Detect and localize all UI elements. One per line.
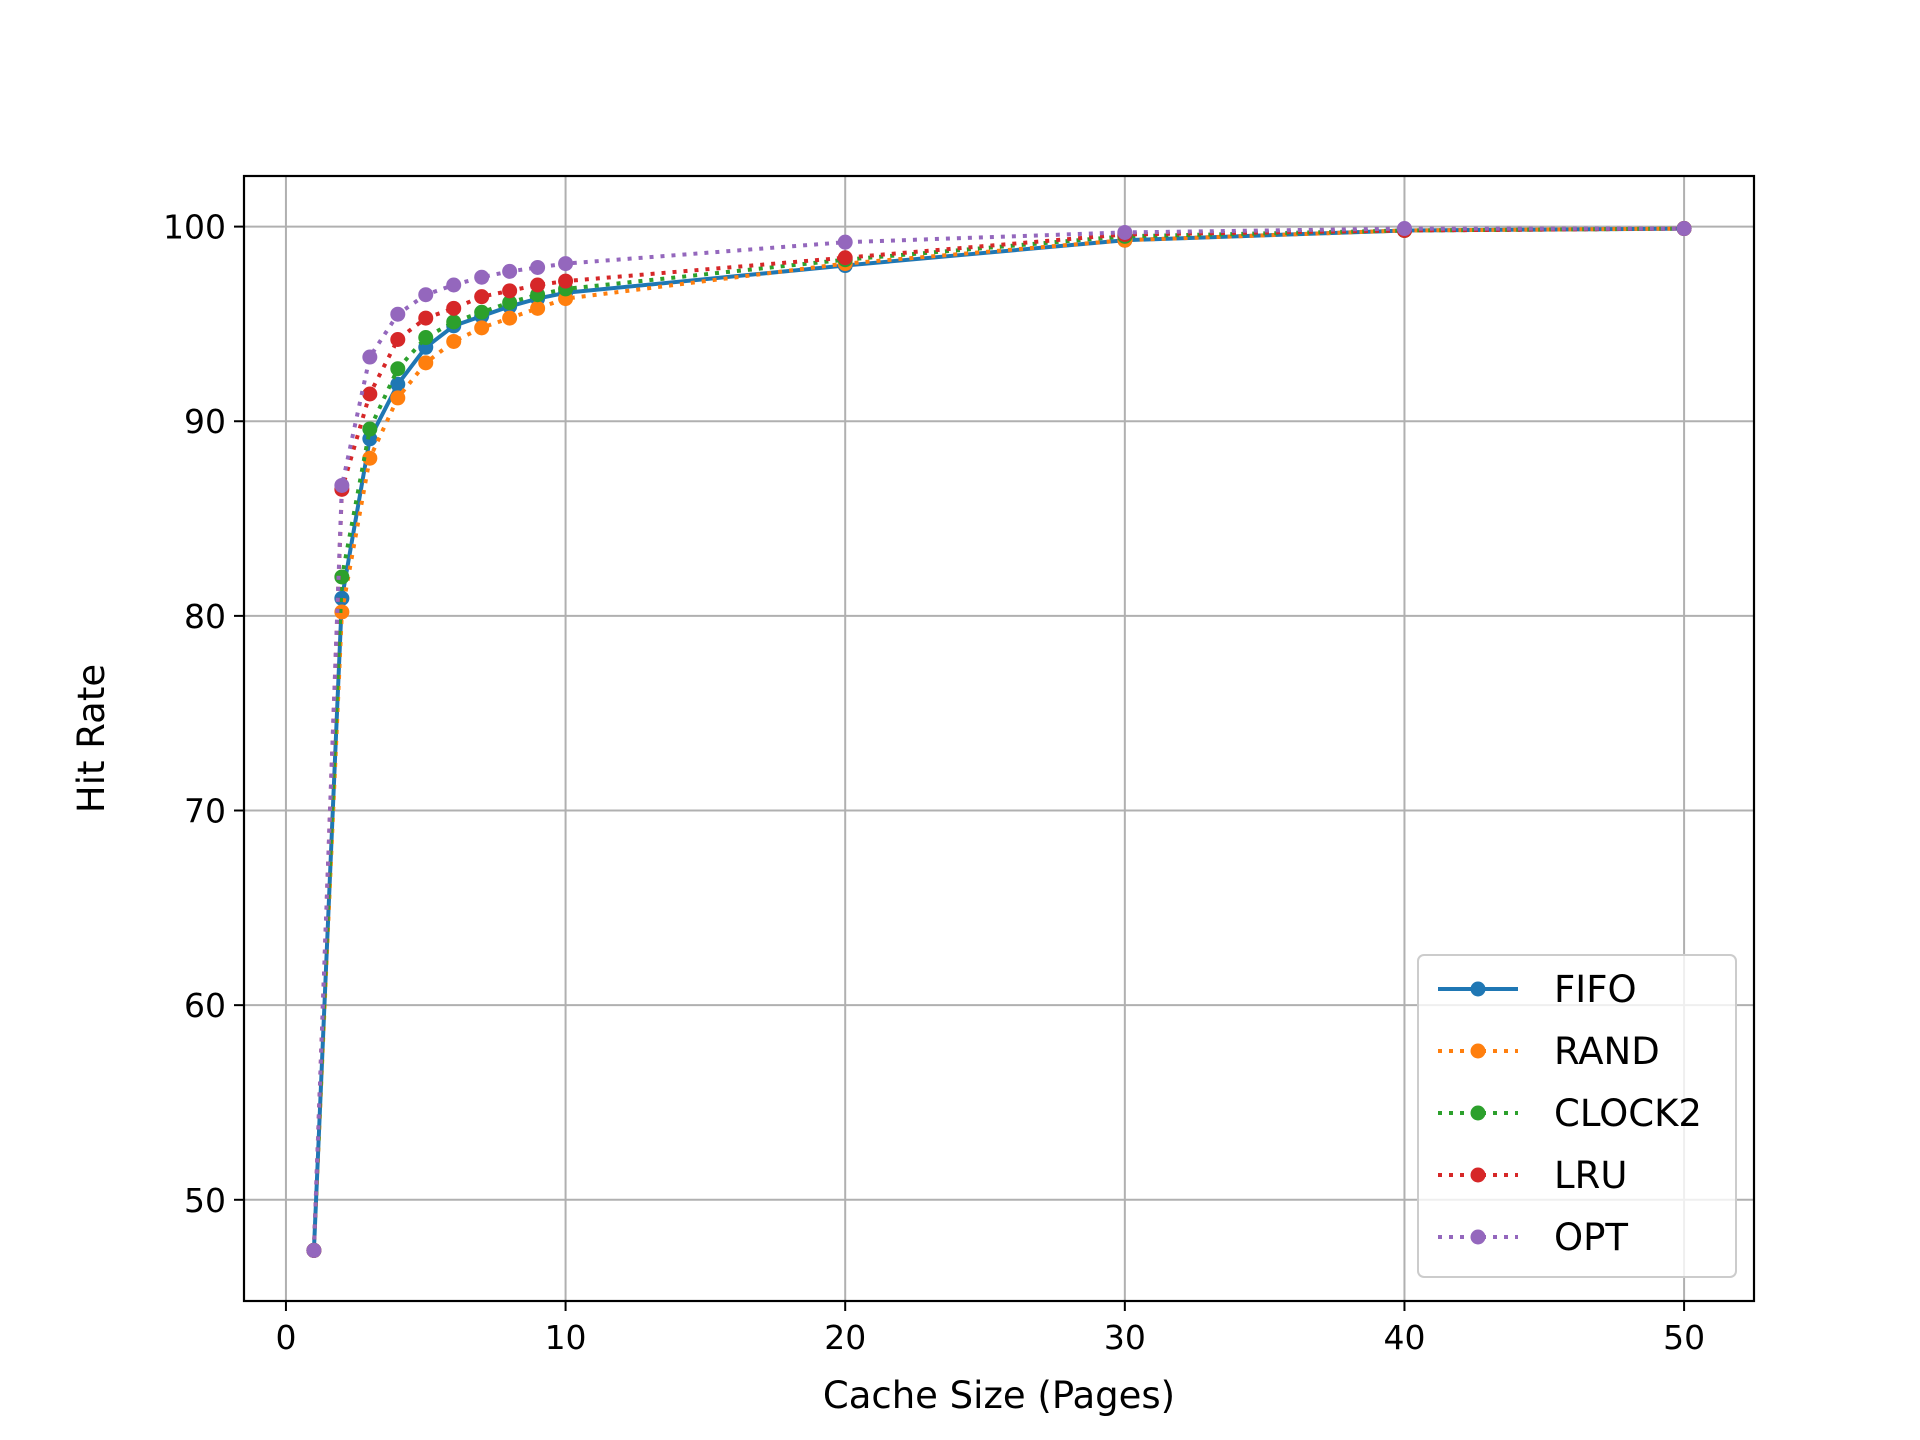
y-axis-label: Hit Rate [70,664,113,813]
legend-swatch-marker [1470,1229,1486,1245]
y-tick-label-3: 80 [184,597,226,636]
series-opt [306,221,1692,1258]
legend: FIFO RAND CLOCK2 LRU OPT [1417,954,1737,1278]
y-tick-label-0: 50 [184,1181,226,1220]
point-rand-7 [474,320,490,336]
series-line-lru [311,226,1685,1251]
legend-item-rand: RAND [1438,1030,1660,1073]
legend-item-clock2: CLOCK2 [1438,1092,1702,1135]
point-opt-5 [418,287,434,303]
legend-item-lru: LRU [1438,1154,1627,1197]
legend-item-fifo: FIFO [1438,968,1637,1011]
point-lru-9 [530,277,546,293]
point-rand-8 [502,310,518,326]
point-lru-10 [558,273,574,289]
plot-area-frame [242,174,1756,1303]
legend-label: LRU [1554,1154,1627,1197]
legend-swatch-marker [1470,1105,1486,1121]
point-clock2-7 [474,304,490,320]
series-line-rand [311,226,1685,1251]
point-opt-1 [306,1242,322,1258]
point-opt-40 [1396,221,1412,237]
point-opt-4 [390,306,406,322]
point-rand-6 [446,333,462,349]
point-opt-6 [446,277,462,293]
point-lru-3 [362,386,378,402]
y-tick-label-2: 70 [184,792,226,831]
axis-ticks: 0 10 20 30 40 50 50 60 70 80 90 100 [163,208,1705,1357]
x-axis-label: Cache Size (Pages) [823,1374,1175,1417]
series-line-clock2 [311,226,1685,1251]
legend-label: OPT [1554,1216,1628,1259]
point-lru-8 [502,283,518,299]
x-tick-label-1: 10 [545,1318,587,1357]
point-fifo-4 [390,376,406,392]
point-clock2-6 [446,314,462,330]
x-tick-label-4: 40 [1383,1318,1425,1357]
point-clock2-2 [334,569,350,585]
point-lru-6 [446,300,462,316]
point-opt-3 [362,349,378,365]
point-opt-9 [530,259,546,275]
plot-series [306,221,1692,1258]
point-rand-4 [390,390,406,406]
y-tick-label-4: 90 [184,402,226,441]
legend-box [1417,954,1737,1278]
point-lru-5 [418,310,434,326]
point-rand-5 [418,355,434,371]
grid [244,176,1754,1301]
y-tick-label-1: 60 [184,986,226,1025]
series-line-opt [311,226,1685,1251]
point-rand-3 [362,450,378,466]
point-lru-20 [837,250,853,266]
x-tick-label-3: 30 [1104,1318,1146,1357]
point-clock2-5 [418,330,434,346]
legend-swatch-marker [1470,981,1486,997]
point-opt-8 [502,263,518,279]
point-lru-7 [474,289,490,305]
point-opt-50 [1676,221,1692,237]
point-clock2-4 [390,361,406,377]
point-opt-10 [558,256,574,272]
legend-label: CLOCK2 [1554,1092,1702,1135]
point-clock2-3 [362,421,378,437]
point-opt-2 [334,477,350,493]
y-tick-label-5: 100 [163,208,226,247]
legend-item-opt: OPT [1438,1216,1628,1259]
x-tick-label-5: 50 [1663,1318,1705,1357]
point-opt-7 [474,269,490,285]
x-tick-label-2: 20 [824,1318,866,1357]
legend-label: RAND [1554,1030,1660,1073]
legend-swatch-marker [1470,1043,1486,1059]
point-clock2-8 [502,295,518,311]
x-tick-label-0: 0 [275,1318,296,1357]
point-opt-30 [1117,224,1133,240]
point-lru-4 [390,331,406,347]
point-rand-9 [530,300,546,316]
legend-swatch-marker [1470,1167,1486,1183]
legend-label: FIFO [1554,968,1637,1011]
point-opt-20 [837,234,853,250]
